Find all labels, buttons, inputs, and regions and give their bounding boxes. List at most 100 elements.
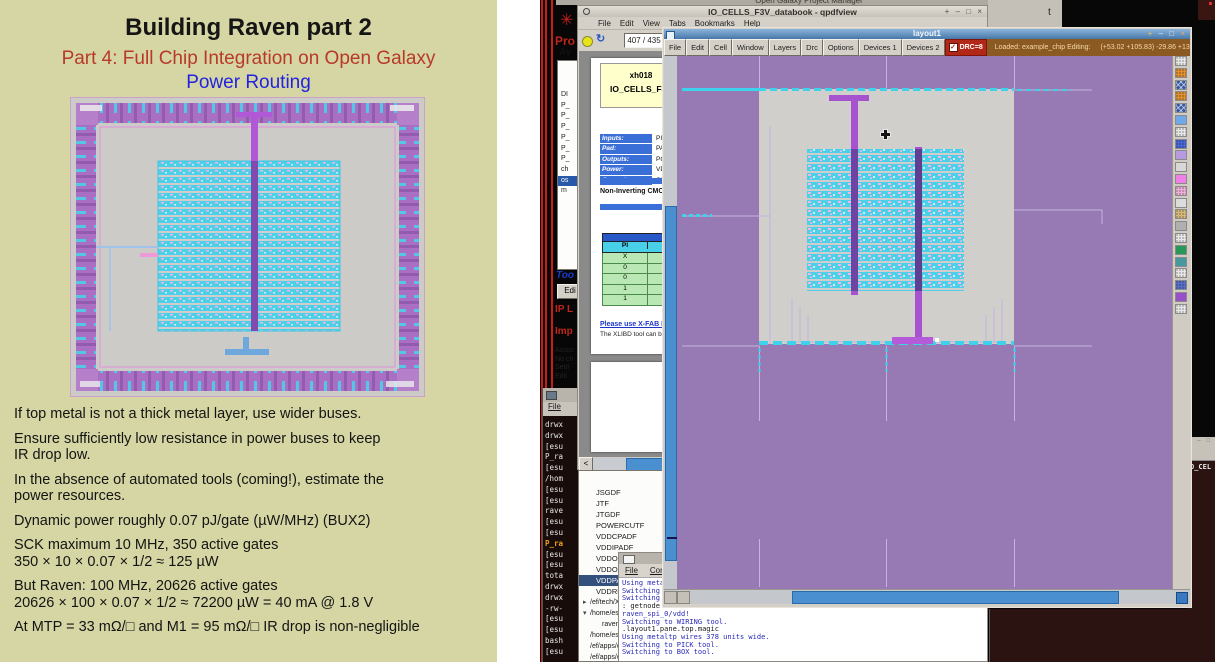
project-list-item[interactable]: P_ — [561, 101, 570, 109]
library-item[interactable]: JSGDF — [596, 488, 621, 497]
layout-menu-button[interactable]: File — [664, 39, 687, 56]
layer-palette-swatch[interactable] — [1175, 79, 1187, 90]
layer-palette-swatch[interactable] — [1175, 91, 1187, 102]
option-line[interactable]: Assoc — [555, 347, 575, 354]
slide-body-paragraph: If top metal is not a thick metal layer,… — [14, 406, 362, 422]
library-item[interactable]: VDDRPADF — [596, 587, 637, 596]
library-item[interactable]: VDDCPADF — [596, 532, 637, 541]
project-manager-titlebar[interactable]: Open Galaxy Project Manager — [556, 0, 1062, 5]
project-list-item[interactable]: P_ — [561, 133, 570, 141]
menu-item[interactable]: Help — [743, 18, 761, 28]
library-item[interactable]: JTF — [596, 499, 609, 508]
layout-menu-button[interactable]: Window — [731, 39, 769, 56]
qpdfview-titlebar[interactable]: IO_CELLS_F3V_databook - qpdfview + – □ × — [578, 6, 987, 17]
terminal-titlebar[interactable] — [543, 388, 579, 402]
layer-palette-swatch[interactable] — [1175, 103, 1187, 114]
xterm-terminal-window[interactable]: File drwx drwx [esu P_ra [esu/hom [esu [esu rav… — [542, 388, 579, 662]
layout-titlebar[interactable]: layout1 + – □ × — [664, 29, 1190, 40]
project-list-item[interactable]: os — [558, 175, 581, 187]
layer-palette-swatch[interactable] — [1175, 291, 1187, 302]
library-tree-item[interactable]: /home/esul — [579, 630, 669, 641]
project-list-item[interactable]: P_ — [561, 155, 570, 163]
layer-palette-swatch[interactable] — [1175, 232, 1187, 243]
scroll-button[interactable] — [677, 591, 690, 604]
layer-palette-swatch[interactable] — [1175, 221, 1187, 232]
layer-palette-swatch[interactable] — [1175, 256, 1187, 267]
library-tree-item[interactable]: /ef/apps/oc — [579, 652, 669, 661]
close-icon[interactable] — [1209, 2, 1212, 5]
library-item[interactable]: VDDIPADF — [596, 543, 634, 552]
library-item[interactable]: VDDOPADF — [596, 554, 638, 563]
project-list-item[interactable]: DI — [561, 91, 568, 98]
terminal-menu-icon[interactable] — [546, 391, 557, 400]
project-list-item[interactable]: ch — [561, 165, 569, 173]
menu-file[interactable]: File — [548, 402, 561, 411]
layer-palette-swatch[interactable] — [1175, 67, 1187, 78]
layer-palette-swatch[interactable] — [1175, 56, 1187, 66]
project-list-item[interactable]: P_ — [561, 144, 570, 152]
layer-palette[interactable] — [1172, 56, 1190, 589]
layout-menu-button[interactable]: Edit — [686, 39, 710, 56]
menu-item[interactable]: File — [598, 18, 611, 28]
layout-menu-button[interactable]: Devices 2 — [901, 39, 945, 56]
layer-palette-swatch[interactable] — [1175, 126, 1187, 137]
library-tree-item[interactable]: raven_sp — [579, 619, 669, 630]
library-item[interactable]: JTGDF — [596, 510, 621, 519]
option-line[interactable]: Setti — [555, 364, 570, 371]
resize-grip[interactable] — [1176, 592, 1188, 604]
layer-palette-swatch[interactable] — [1175, 209, 1187, 220]
magic-layout-window[interactable]: layout1 + – □ × File Edit Cell Window Layers… — [662, 27, 1192, 608]
project-list-item[interactable]: P_ — [561, 112, 570, 120]
terminal-titlebar-fragment[interactable]: + – □ — [1188, 437, 1215, 461]
highlight-tool-icon[interactable] — [582, 36, 593, 47]
scrollbar-thumb[interactable] — [665, 206, 677, 561]
layout-menu-button[interactable]: Cell — [709, 39, 732, 56]
layer-palette-swatch[interactable] — [1175, 150, 1187, 161]
menu-item[interactable]: Tabs — [668, 18, 686, 28]
option-line[interactable]: Edit — [555, 372, 568, 380]
menu-item[interactable]: Bookmarks — [694, 18, 735, 28]
window-buttons[interactable]: + – □ — [1188, 438, 1212, 444]
tree-expand-icon[interactable]: ▸ — [583, 599, 587, 606]
menu-item[interactable]: View — [642, 18, 660, 28]
edit-button[interactable]: Edi — [557, 284, 583, 299]
layer-palette-swatch[interactable] — [1175, 173, 1187, 184]
datasheet-link[interactable]: Please use X-FAB Liber — [600, 321, 679, 328]
library-item[interactable]: POWERCUTF — [596, 521, 645, 530]
tree-expand-icon[interactable]: ▾ — [583, 610, 587, 617]
layout-menu-button[interactable]: Options — [822, 39, 859, 56]
layer-palette-swatch[interactable] — [1175, 244, 1187, 255]
vertical-scrollbar[interactable] — [664, 56, 678, 589]
library-tree-item[interactable]: ▾/home/esul — [579, 608, 669, 619]
window-buttons[interactable]: + – □ × — [1148, 29, 1187, 39]
layer-palette-swatch[interactable] — [1175, 138, 1187, 149]
option-line[interactable]: No ch — [555, 355, 574, 363]
drc-checkbox-icon[interactable]: ✓ — [948, 43, 958, 52]
scroll-button[interactable] — [664, 591, 677, 604]
layout-menu-button[interactable]: Layers — [768, 39, 802, 56]
scroll-left-button[interactable]: < — [579, 457, 593, 471]
window-buttons[interactable]: + – □ × — [945, 7, 984, 16]
layout-menu-button[interactable]: Devices 1 — [858, 39, 902, 56]
layer-palette-swatch[interactable] — [1175, 280, 1187, 291]
page-number-input[interactable]: 407 / 435 — [624, 33, 664, 48]
console-menu-item[interactable]: Conso — [650, 566, 673, 575]
project-list-item[interactable]: P_ — [561, 123, 570, 131]
layer-palette-swatch[interactable] — [1175, 303, 1187, 314]
scrollbar-thumb[interactable] — [792, 591, 1119, 604]
layer-palette-swatch[interactable] — [1175, 185, 1187, 196]
console-menu-item[interactable]: File — [625, 566, 638, 575]
layer-palette-swatch[interactable] — [1175, 197, 1187, 208]
layout-canvas[interactable] — [677, 56, 1176, 589]
refresh-icon[interactable]: ↻ — [596, 33, 606, 45]
library-tree-item[interactable]: ▸/ef/tech/XFA — [579, 597, 669, 608]
project-list-item[interactable]: m — [561, 187, 567, 195]
drc-indicator-button[interactable]: ✓ DRC=8 — [944, 39, 987, 56]
horizontal-scrollbar[interactable] — [664, 589, 1190, 604]
layer-palette-swatch[interactable] — [1175, 114, 1187, 125]
library-tree-item[interactable]: /ef/apps/oc — [579, 641, 669, 652]
layout-menu-button[interactable]: Drc — [801, 39, 823, 56]
menu-item[interactable]: Edit — [619, 18, 634, 28]
layer-palette-swatch[interactable] — [1175, 268, 1187, 279]
layer-palette-swatch[interactable] — [1175, 162, 1187, 173]
